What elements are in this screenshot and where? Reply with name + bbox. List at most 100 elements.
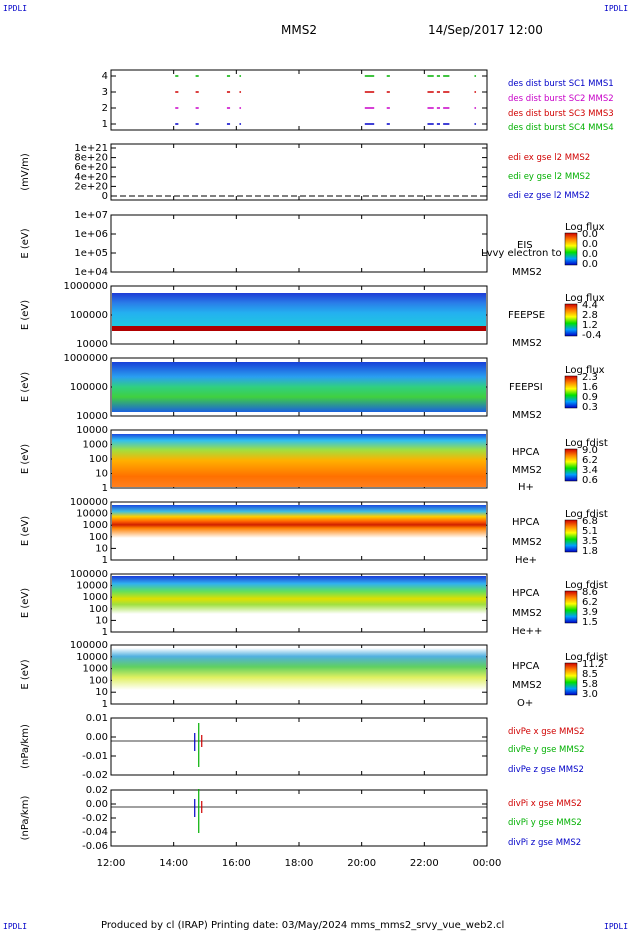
legend-entry-10: divPe z gse MMS2 <box>508 765 584 775</box>
colorbar-tick-label-8: 6.2 <box>582 597 598 608</box>
y-tick-label-4: 1000000 <box>63 281 108 292</box>
y-tick-label-4: 10000 <box>76 339 108 350</box>
panel-frame-1 <box>110 69 488 131</box>
y-tick-label-5: 1000000 <box>63 353 108 364</box>
y-axis-label-5: E (eV) <box>20 372 31 402</box>
spectrogram-6 <box>112 434 486 487</box>
colorbar-tick-label-7: 3.5 <box>582 536 598 547</box>
spacecraft-label-4: MMS2 <box>512 338 542 349</box>
y-tick-label-8: 10000 <box>76 581 108 592</box>
y-tick-label-5: 100000 <box>70 382 108 393</box>
corner-tag-bottom-left: IPDLI <box>3 922 28 931</box>
eis-overlay-text: Lvvy electron to <box>481 248 562 259</box>
legend-entry-10: divPe x gse MMS2 <box>508 727 585 737</box>
spacecraft-label-9: MMS2 <box>512 680 542 691</box>
time-tick-label: 12:00 <box>97 858 126 869</box>
colorbar-tick-label-4: 2.8 <box>582 310 598 321</box>
species-label-7: He+ <box>515 555 537 566</box>
colorbar-tick-label-4: 4.4 <box>582 300 598 311</box>
colorbar-title-4: Log flux <box>565 293 605 304</box>
colorbar-title-5: Log flux <box>565 365 605 376</box>
colorbar-tick-label-5: 1.6 <box>582 382 598 393</box>
spectrogram-5 <box>112 362 486 412</box>
y-tick-label-11: 0.02 <box>86 785 108 796</box>
legend-entry-11: divPi x gse MMS2 <box>508 799 582 809</box>
time-tick-label: 00:00 <box>473 858 502 869</box>
colorbar-tick-label-3: 0.0 <box>582 229 598 240</box>
colorbar-tick-label-5: 2.3 <box>582 372 598 383</box>
colorbar-title-8: Log fdist <box>565 580 608 591</box>
instrument-label-8: HPCA <box>512 588 540 599</box>
y-tick-label-3: 1e+05 <box>74 248 108 259</box>
y-tick-label-7: 100 <box>89 532 108 543</box>
y-axis-label-7: E (eV) <box>20 516 31 546</box>
colorbar-7 <box>564 519 578 553</box>
colorbar-3 <box>564 232 578 266</box>
colorbar-tick-label-3: 0.0 <box>582 249 598 260</box>
instrument-label-4: FEEPSE <box>508 310 545 321</box>
instrument-label-9: HPCA <box>512 661 540 672</box>
spacecraft-title: MMS2 <box>281 23 317 37</box>
spectrogram-4 <box>112 293 486 326</box>
y-tick-label-6: 10000 <box>76 425 108 436</box>
y-tick-label-3: 1e+07 <box>74 210 108 221</box>
y-tick-label-1: 3 <box>102 87 108 98</box>
colorbar-tick-label-3: 0.0 <box>582 259 598 270</box>
y-tick-label-2: 8e+20 <box>74 153 108 164</box>
y-tick-label-7: 10000 <box>76 509 108 520</box>
colorbar-tick-label-6: 0.6 <box>582 475 598 486</box>
y-tick-label-6: 10 <box>95 469 108 480</box>
y-tick-label-9: 100 <box>89 675 108 686</box>
y-tick-label-9: 10 <box>95 687 108 698</box>
y-tick-label-1: 4 <box>102 71 108 82</box>
colorbar-9 <box>564 662 578 696</box>
colorbar-4 <box>564 303 578 337</box>
panel-frame-10 <box>110 717 488 776</box>
instrument-label-5: FEEPSI <box>509 382 543 393</box>
colorbar-title-9: Log fdist <box>565 652 608 663</box>
corner-tag-top-left: IPDLI <box>3 4 28 13</box>
colorbar-tick-label-9: 11.2 <box>582 659 604 670</box>
colorbar-tick-label-3: 0.0 <box>582 239 598 250</box>
y-tick-label-2: 2e+20 <box>74 181 108 192</box>
time-tick-label: 16:00 <box>222 858 251 869</box>
y-axis-label-8: E (eV) <box>20 588 31 618</box>
y-axis-label-2: (mV/m) <box>20 153 31 191</box>
y-tick-label-7: 100000 <box>70 497 108 508</box>
y-tick-label-2: 4e+20 <box>74 172 108 183</box>
legend-entry-1: des dist burst SC2 MMS2 <box>508 94 614 104</box>
y-tick-label-8: 1 <box>102 627 108 638</box>
y-axis-label-6: E (eV) <box>20 444 31 474</box>
colorbar-tick-label-4: 1.2 <box>582 320 598 331</box>
spectrogram-8 <box>112 576 486 614</box>
corner-tag-bottom-right: IPDLI <box>604 922 629 931</box>
colorbar-tick-label-6: 9.0 <box>582 445 598 456</box>
y-tick-label-10: -0.01 <box>82 751 108 762</box>
panel-frame-3 <box>110 214 488 273</box>
legend-entry-1: des dist burst SC1 MMS1 <box>508 79 614 89</box>
y-tick-label-6: 100 <box>89 454 108 465</box>
y-axis-label-9: E (eV) <box>20 659 31 689</box>
y-tick-label-10: -0.02 <box>82 770 108 781</box>
y-tick-label-9: 10000 <box>76 652 108 663</box>
species-label-9: O+ <box>517 698 533 709</box>
footer-credit: Produced by cl (IRAP) Printing date: 03/… <box>101 920 505 931</box>
colorbar-tick-label-6: 3.4 <box>582 465 598 476</box>
colorbar-tick-label-8: 1.5 <box>582 617 598 628</box>
y-tick-label-8: 100000 <box>70 569 108 580</box>
spacecraft-label-7: MMS2 <box>512 537 542 548</box>
time-tick-label: 22:00 <box>410 858 439 869</box>
time-tick-label: 14:00 <box>159 858 188 869</box>
y-tick-label-6: 1 <box>102 483 108 494</box>
spectrogram-7 <box>112 505 486 538</box>
legend-entry-2: edi ey gse l2 MMS2 <box>508 172 590 182</box>
spacecraft-label-6: MMS2 <box>512 465 542 476</box>
colorbar-tick-label-7: 1.8 <box>582 546 598 557</box>
corner-tag-top-right: IPDLI <box>604 4 629 13</box>
colorbar-tick-label-9: 3.0 <box>582 689 598 700</box>
spacecraft-label-5: MMS2 <box>512 410 542 421</box>
species-label-6: H+ <box>518 482 534 493</box>
colorbar-tick-label-8: 8.6 <box>582 587 598 598</box>
y-tick-label-8: 100 <box>89 604 108 615</box>
time-tick-label: 18:00 <box>285 858 314 869</box>
